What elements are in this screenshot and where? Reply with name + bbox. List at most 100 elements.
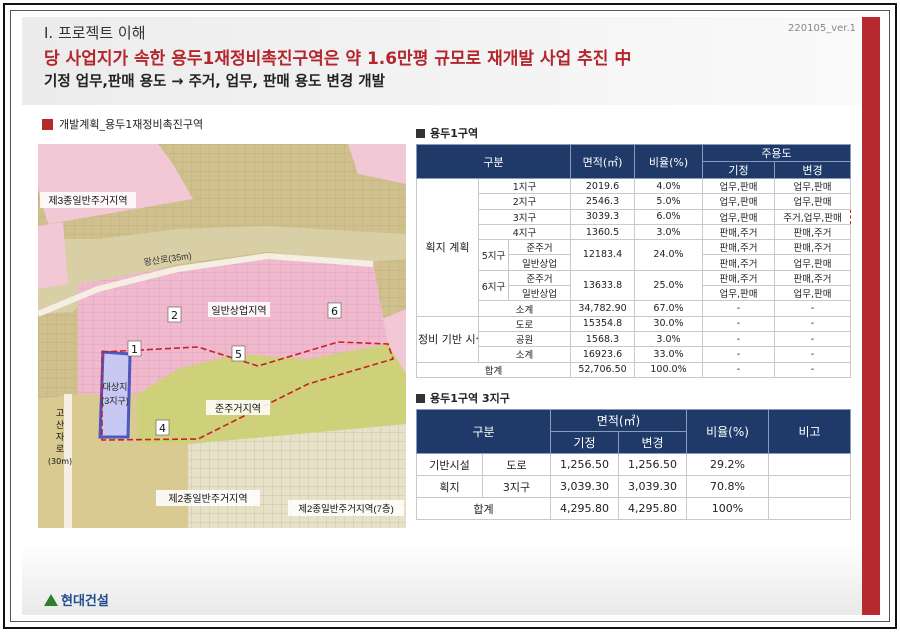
block3-table: 구분 면적(㎡) 비율(%) 비고 기정 변경 기반시설 도로 1,256.50…	[416, 409, 852, 520]
map-label-target-site: 대상지	[103, 382, 128, 392]
slide-header: Ⅰ. 프로젝트 이해 220105_ver.1 당 사업지가 속한 용두1재정비…	[22, 17, 862, 105]
row-changed: 3,039.30	[617, 475, 688, 498]
caption-square-icon	[42, 118, 53, 130]
row-ratio: 30.0%	[634, 315, 703, 332]
row-subname: 준주거	[508, 269, 571, 287]
row-ratio: 5.0%	[634, 193, 703, 210]
row-area: 15354.8	[570, 315, 635, 332]
table2-caption: 용두1구역 3지구	[416, 390, 510, 406]
row-ratio: 3.0%	[634, 330, 703, 348]
row-existing: 업무,판매	[702, 177, 775, 195]
row-changed: 1,256.50	[617, 453, 688, 476]
inner-frame	[10, 10, 890, 622]
row-name: 5지구	[478, 239, 509, 271]
row-changed: -	[774, 315, 851, 332]
row-changed: -	[774, 330, 851, 348]
header-existing: 기정	[702, 161, 775, 179]
row-area: 16923.6	[570, 346, 635, 363]
row-existing: 업무,판매	[702, 193, 775, 210]
row-existing: 업무,판매	[702, 285, 775, 302]
road-char-3: 자	[56, 432, 65, 443]
table1-caption-text: 용두1구역	[430, 127, 479, 140]
map-label-zone2-residential-7: 제2종일반주거지역(7층)	[298, 504, 394, 515]
row-existing: 판매,주거	[702, 239, 775, 256]
row-changed: -	[774, 300, 851, 317]
row-existing: 판매,주거	[702, 223, 775, 241]
table-row: 5지구 준주거 12183.4 24.0% 판매,주거 판매,주거	[417, 239, 851, 271]
row-name: 3지구	[478, 208, 571, 225]
row-name: 도로	[478, 315, 571, 332]
row-existing: -	[702, 361, 775, 378]
header-changed: 변경	[617, 431, 688, 454]
row-existing: 1,256.50	[550, 453, 619, 476]
table-row: 6지구 준주거 13633.8 25.0% 판매,주거 판매,주거	[417, 269, 851, 302]
row-changed: 판매,주거	[774, 269, 851, 287]
map-block-4: 4	[159, 422, 166, 435]
row-ratio: 100%	[686, 497, 770, 520]
row-ratio: 67.0%	[634, 300, 703, 317]
road-width: (30m)	[48, 457, 72, 466]
row-changed: -	[774, 361, 851, 378]
header-main-use: 주용도	[702, 144, 851, 162]
table-row: 일반상업 업무,판매 업무,판매	[417, 285, 851, 302]
row-changed: -	[774, 346, 851, 363]
header-category: 구분	[416, 144, 571, 179]
row-existing: 4,295.80	[550, 497, 619, 520]
company-name: 현대건설	[61, 594, 109, 609]
row-area: 12183.4	[570, 239, 635, 271]
table-row: 획지 계획 1지구 2019.6 4.0% 업무,판매 업무,판매	[416, 177, 851, 317]
company-logo: 현대건설	[44, 590, 109, 609]
map-label-target-site-block: (3지구)	[101, 396, 129, 406]
site-map: 제3종일반주거지역 왕산로(35m) 일반상업지역 준주거지역 제2종일반주거지…	[38, 144, 406, 528]
site-map-drawing: 제3종일반주거지역 왕산로(35m) 일반상업지역 준주거지역 제2종일반주거지…	[38, 144, 406, 528]
road-char-4: 로	[56, 445, 64, 455]
row-ratio: 70.8%	[686, 475, 770, 498]
row-note	[768, 453, 852, 476]
table2-caption-text: 용두1구역 3지구	[430, 392, 510, 405]
row-area: 2546.3	[570, 193, 635, 210]
header-note: 비고	[768, 409, 852, 454]
road-char-1: 고	[56, 409, 64, 419]
row-existing: 업무,판매	[702, 208, 775, 225]
group-land: 획지 계획	[416, 178, 479, 317]
table-row: 획지 3지구 3,039.30 3,039.30 70.8%	[416, 475, 852, 498]
row-changed: 주거,업무,판매	[774, 208, 851, 225]
map-block-5: 5	[235, 348, 242, 361]
map-block-6: 6	[331, 305, 338, 318]
row-ratio: 33.0%	[634, 346, 703, 363]
row-ratio: 4.0%	[634, 177, 703, 195]
map-label-zone3-residential: 제3종일반주거지역	[48, 195, 127, 207]
row-group: 획지	[416, 475, 483, 498]
section-title: Ⅰ. 프로젝트 이해	[44, 24, 146, 42]
row-name: 공원	[478, 330, 571, 348]
version-label: 220105_ver.1	[788, 23, 856, 34]
row-changed: 판매,주거	[774, 239, 851, 256]
header-ratio: 비율(%)	[686, 409, 770, 454]
table-row: 정비 기반 시설 도로 15354.8 30.0% - -	[416, 315, 851, 363]
caption-square-icon	[416, 128, 425, 138]
row-ratio: 29.2%	[686, 453, 770, 476]
row-area: 1568.3	[570, 330, 635, 348]
row-existing: -	[702, 346, 775, 363]
row-area: 3039.3	[570, 208, 635, 225]
row-subname: 준주거	[508, 239, 571, 256]
triangle-logo-icon	[44, 593, 58, 606]
row-name: 6지구	[478, 269, 509, 302]
row-existing: 판매,주거	[702, 254, 775, 271]
row-existing: 3,039.30	[550, 475, 619, 498]
road-char-2: 산	[56, 420, 64, 431]
highlighted-row-block3: 3지구 3039.3 6.0% 업무,판매 주거,업무,판매	[417, 208, 851, 225]
map-label-general-commercial: 일반상업지역	[211, 304, 266, 317]
map-label-semi-residential: 준주거지역	[215, 403, 261, 415]
header-existing: 기정	[550, 431, 619, 454]
zone-summary-table: 구분 면적(㎡) 비율(%) 주용도 기정 변경 획지 계획 1지구 2019.…	[416, 144, 851, 378]
table-row: 기반시설 도로 1,256.50 1,256.50 29.2%	[416, 453, 852, 476]
map-label-zone2-residential: 제2종일반주거지역	[168, 493, 247, 505]
map-label-gosanja-road: 고 산 자 로 (30m)	[48, 409, 72, 466]
sub-headline: 기정 업무,판매 용도 → 주거, 업무, 판매 용도 변경 개발	[44, 74, 385, 90]
slide: Ⅰ. 프로젝트 이해 220105_ver.1 당 사업지가 속한 용두1재정비…	[22, 17, 862, 615]
table1-caption: 용두1구역	[416, 125, 478, 141]
row-ratio: 3.0%	[634, 223, 703, 241]
row-existing: 판매,주거	[702, 269, 775, 287]
row-changed: 판매,주거	[774, 223, 851, 241]
